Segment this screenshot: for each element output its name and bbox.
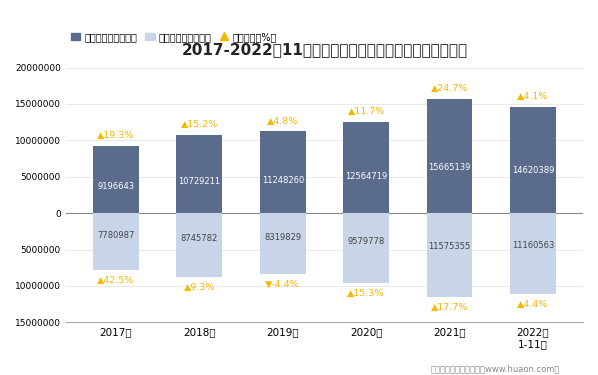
Bar xyxy=(176,135,222,213)
Text: 12564719: 12564719 xyxy=(345,172,388,181)
Legend: 出口总额（千美元）, 进口总额（千美元）, 同比增速（%）: 出口总额（千美元）, 进口总额（千美元）, 同比增速（%） xyxy=(71,32,277,42)
Text: 制图：华经产业研究院（www.huaon.com）: 制图：华经产业研究院（www.huaon.com） xyxy=(431,364,560,373)
Text: 11160563: 11160563 xyxy=(512,241,554,250)
Bar xyxy=(343,213,389,283)
Bar xyxy=(176,213,222,277)
Bar xyxy=(343,122,389,213)
Bar xyxy=(426,99,472,213)
Text: ▲9.3%: ▲9.3% xyxy=(184,283,215,292)
Title: 2017-2022年11月安徽省外商投资企业进、出口额统计图: 2017-2022年11月安徽省外商投资企业进、出口额统计图 xyxy=(181,42,468,57)
Text: 7780987: 7780987 xyxy=(97,231,135,240)
Bar xyxy=(510,213,556,294)
Bar xyxy=(93,213,139,270)
Bar xyxy=(510,107,556,213)
Text: ▲4.4%: ▲4.4% xyxy=(517,300,548,309)
Bar xyxy=(260,131,306,213)
Text: ▲24.7%: ▲24.7% xyxy=(431,84,468,93)
Text: ▲4.1%: ▲4.1% xyxy=(517,92,548,101)
Bar xyxy=(93,146,139,213)
Text: ▲15.2%: ▲15.2% xyxy=(181,120,218,129)
Text: ▼-4.4%: ▼-4.4% xyxy=(266,279,300,288)
Bar xyxy=(426,213,472,297)
Text: ▲4.8%: ▲4.8% xyxy=(267,117,298,126)
Bar xyxy=(260,213,306,274)
Text: ▲15.3%: ▲15.3% xyxy=(347,289,385,298)
Text: 8319829: 8319829 xyxy=(264,233,301,242)
Text: 11575355: 11575355 xyxy=(428,242,471,251)
Text: 11248260: 11248260 xyxy=(261,176,304,185)
Text: 9196643: 9196643 xyxy=(97,182,135,191)
Text: ▲19.3%: ▲19.3% xyxy=(97,131,135,140)
Text: 9579778: 9579778 xyxy=(347,237,385,246)
Text: ▲11.7%: ▲11.7% xyxy=(347,107,385,116)
Text: ▲42.5%: ▲42.5% xyxy=(97,276,135,285)
Text: 8745782: 8745782 xyxy=(181,234,218,243)
Text: 15665139: 15665139 xyxy=(428,163,471,172)
Text: 10729211: 10729211 xyxy=(178,177,221,186)
Text: ▲17.7%: ▲17.7% xyxy=(431,303,468,312)
Text: 14620389: 14620389 xyxy=(512,166,554,175)
